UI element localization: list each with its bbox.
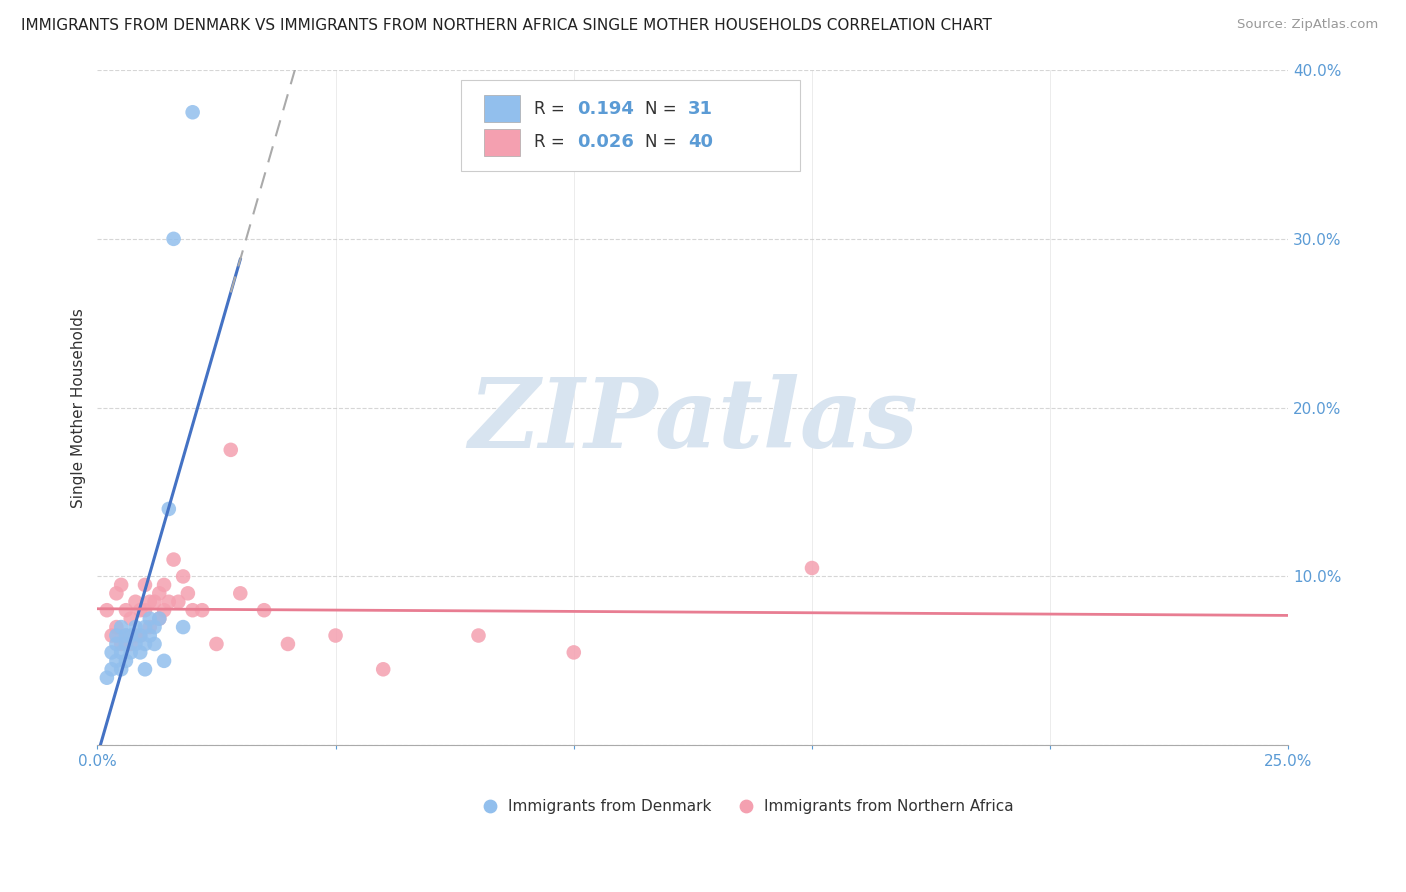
- Text: IMMIGRANTS FROM DENMARK VS IMMIGRANTS FROM NORTHERN AFRICA SINGLE MOTHER HOUSEHO: IMMIGRANTS FROM DENMARK VS IMMIGRANTS FR…: [21, 18, 993, 33]
- Text: 31: 31: [688, 100, 713, 118]
- Point: [120, 645, 142, 659]
- Point: [172, 569, 194, 583]
- Point: [148, 586, 170, 600]
- Point: [139, 620, 162, 634]
- Text: Immigrants from Northern Africa: Immigrants from Northern Africa: [765, 798, 1014, 814]
- Point: [181, 105, 204, 120]
- Point: [205, 637, 228, 651]
- Point: [129, 645, 152, 659]
- Point: [96, 671, 118, 685]
- Point: [167, 595, 190, 609]
- Point: [100, 645, 122, 659]
- Point: [115, 603, 138, 617]
- Text: ZIPatlas: ZIPatlas: [468, 374, 918, 468]
- Point: [148, 612, 170, 626]
- Point: [129, 628, 152, 642]
- Point: [177, 586, 200, 600]
- Text: 0.026: 0.026: [578, 133, 634, 152]
- Point: [139, 612, 162, 626]
- Point: [124, 620, 146, 634]
- Point: [105, 654, 128, 668]
- Text: R =: R =: [534, 100, 571, 118]
- Point: [277, 637, 299, 651]
- Point: [467, 628, 489, 642]
- FancyBboxPatch shape: [485, 128, 520, 156]
- Point: [139, 595, 162, 609]
- Point: [153, 654, 176, 668]
- Point: [120, 637, 142, 651]
- Point: [115, 628, 138, 642]
- FancyBboxPatch shape: [485, 95, 520, 122]
- Point: [105, 637, 128, 651]
- FancyBboxPatch shape: [461, 80, 800, 171]
- Point: [153, 578, 176, 592]
- Point: [129, 628, 152, 642]
- Point: [110, 578, 132, 592]
- Text: 40: 40: [688, 133, 713, 152]
- Text: R =: R =: [534, 133, 571, 152]
- Point: [134, 662, 156, 676]
- Point: [253, 603, 276, 617]
- Point: [115, 654, 138, 668]
- Point: [148, 612, 170, 626]
- Point: [110, 645, 132, 659]
- Point: [115, 628, 138, 642]
- Point: [129, 603, 152, 617]
- Point: [100, 628, 122, 642]
- Point: [162, 552, 184, 566]
- Point: [162, 232, 184, 246]
- Point: [134, 620, 156, 634]
- Point: [325, 628, 347, 642]
- Point: [105, 620, 128, 634]
- Point: [373, 662, 395, 676]
- Point: [139, 628, 162, 642]
- Point: [229, 586, 252, 600]
- Point: [181, 603, 204, 617]
- Point: [105, 586, 128, 600]
- Point: [110, 637, 132, 651]
- Point: [134, 578, 156, 592]
- Point: [191, 603, 214, 617]
- Point: [120, 628, 142, 642]
- Text: N =: N =: [645, 133, 682, 152]
- Point: [562, 645, 585, 659]
- Point: [134, 637, 156, 651]
- Point: [143, 620, 166, 634]
- Text: 0.194: 0.194: [578, 100, 634, 118]
- Text: N =: N =: [645, 100, 682, 118]
- Point: [124, 637, 146, 651]
- Point: [120, 612, 142, 626]
- Point: [110, 662, 132, 676]
- Point: [153, 603, 176, 617]
- Point: [801, 561, 824, 575]
- Point: [157, 595, 180, 609]
- Point: [115, 637, 138, 651]
- Point: [105, 628, 128, 642]
- Point: [100, 662, 122, 676]
- Point: [124, 628, 146, 642]
- Text: Source: ZipAtlas.com: Source: ZipAtlas.com: [1237, 18, 1378, 31]
- Point: [172, 620, 194, 634]
- Point: [96, 603, 118, 617]
- Point: [110, 620, 132, 634]
- Point: [143, 637, 166, 651]
- Y-axis label: Single Mother Households: Single Mother Households: [72, 308, 86, 508]
- Text: Immigrants from Denmark: Immigrants from Denmark: [509, 798, 711, 814]
- Point: [219, 442, 242, 457]
- Point: [157, 502, 180, 516]
- Point: [124, 595, 146, 609]
- Point: [143, 595, 166, 609]
- Point: [134, 603, 156, 617]
